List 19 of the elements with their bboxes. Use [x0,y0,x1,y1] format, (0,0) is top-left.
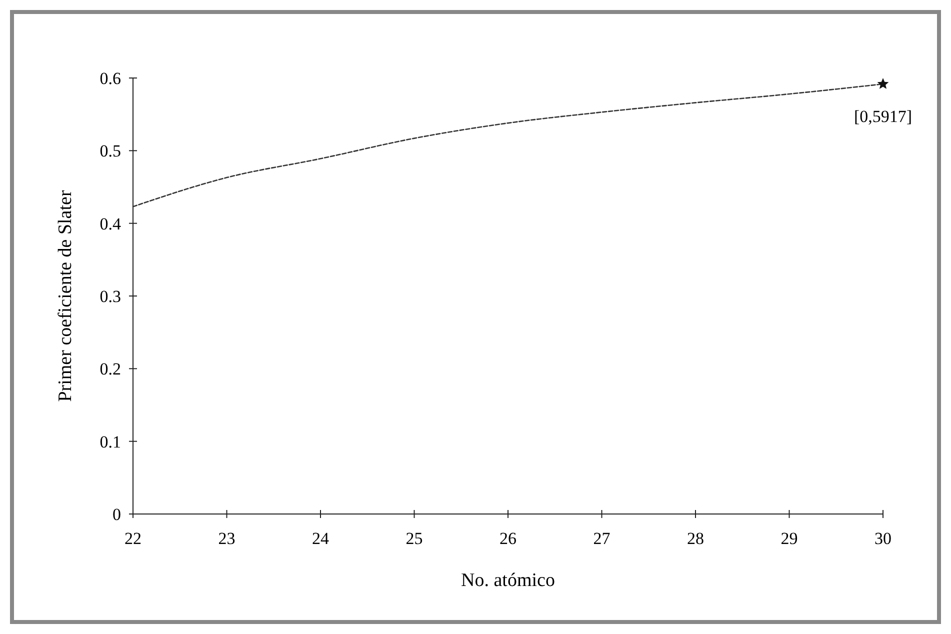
y-axis-title: Primer coeficiente de Slater [55,190,76,402]
x-tick-label: 25 [406,529,423,548]
x-tick-label: 22 [124,529,142,548]
x-tick-label: 27 [593,529,611,548]
x-tick-label: 24 [312,529,330,548]
x-tick-label: 23 [218,529,236,548]
y-tick-label: 0.5 [100,142,121,161]
y-tick-label: 0.1 [100,432,121,452]
x-tick-label: 30 [874,529,892,548]
x-tick-label: 26 [500,529,516,548]
y-tick-label: 0.6 [100,68,121,88]
annotation: [0,5917] [854,107,912,126]
x-tick-label: 28 [687,529,704,548]
x-tick-label: 29 [780,529,798,548]
x-axis-title: No. atómico [461,570,555,591]
y-tick-label: 0.4 [100,214,122,234]
y-tick-label: 0 [112,504,121,524]
y-tick-label: 0.2 [100,360,121,379]
y-tick-label: 0.3 [100,286,121,306]
